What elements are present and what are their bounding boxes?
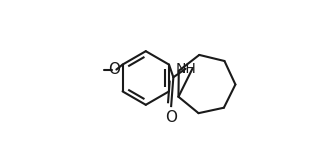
Text: NH: NH — [175, 62, 196, 76]
Text: O: O — [108, 62, 120, 77]
Text: O: O — [165, 110, 177, 125]
